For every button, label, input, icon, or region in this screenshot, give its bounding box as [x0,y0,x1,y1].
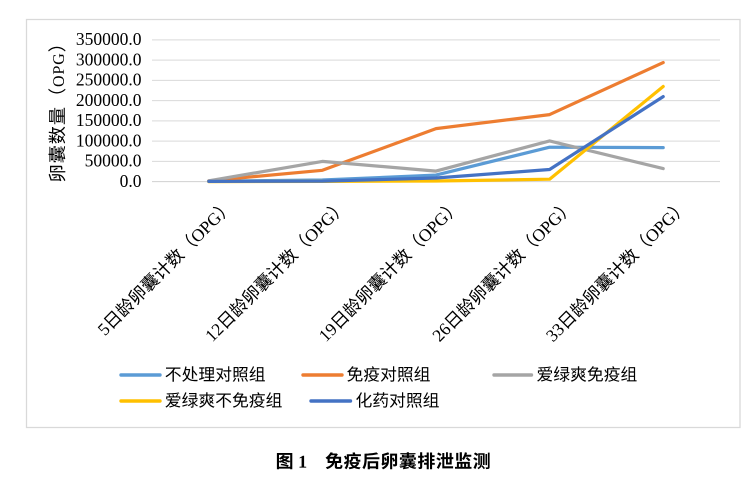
svg-text:100000.0: 100000.0 [76,130,142,150]
svg-text:0.0: 0.0 [120,171,142,191]
svg-text:300000.0: 300000.0 [76,49,142,69]
svg-text:200000.0: 200000.0 [76,90,142,110]
svg-text:50000.0: 50000.0 [85,151,142,171]
svg-text:150000.0: 150000.0 [76,110,142,130]
svg-text:350000.0: 350000.0 [76,29,142,49]
svg-text:250000.0: 250000.0 [76,70,142,90]
